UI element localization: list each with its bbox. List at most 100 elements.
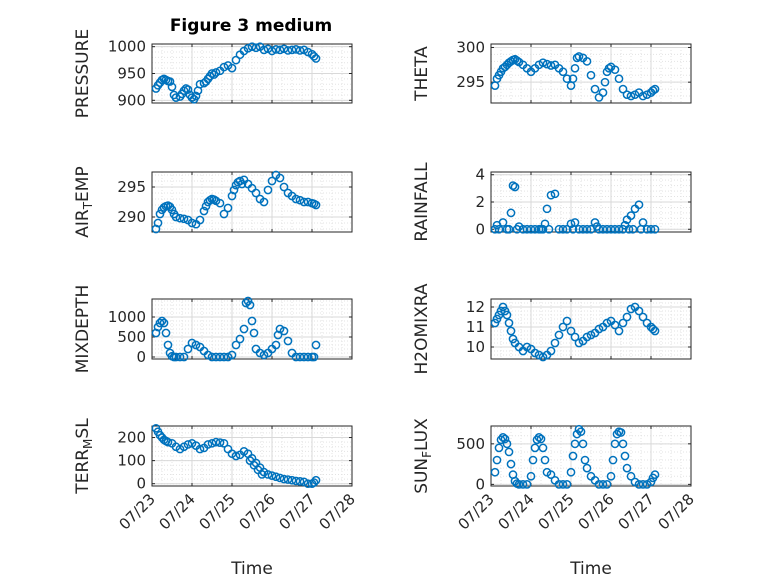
data-point (291, 352, 301, 362)
data-point (163, 437, 173, 447)
data-point (570, 63, 580, 73)
data-point (626, 471, 636, 481)
data-point (504, 318, 514, 328)
data-point (536, 224, 546, 234)
y-tick-label: 100 (117, 452, 146, 470)
data-point (568, 451, 578, 461)
data-point (546, 346, 556, 356)
data-point (602, 480, 612, 489)
data-point (618, 439, 628, 449)
y-tick-label: 11 (466, 318, 485, 336)
data-point (506, 326, 516, 336)
data-point (271, 45, 281, 54)
axes-box (151, 298, 353, 360)
x-tick-label: 07/25 (196, 490, 239, 533)
data-point (526, 224, 536, 234)
y-tick-label: 290 (117, 208, 146, 226)
data-point (620, 451, 630, 461)
data-point (622, 90, 632, 100)
data-point (303, 479, 313, 489)
data-point (602, 224, 612, 234)
y-tick-label: 1000 (108, 38, 146, 56)
data-point (283, 475, 293, 484)
data-point (570, 439, 580, 449)
subplot-pressure: 900 950 1000 PRESSURE (73, 29, 353, 118)
data-point (283, 336, 293, 346)
data-point (295, 46, 305, 55)
data-point (263, 470, 273, 479)
axes-box (490, 425, 692, 487)
data-point (155, 209, 165, 219)
data-point (187, 218, 197, 228)
data-point (502, 439, 512, 449)
data-point (614, 224, 624, 234)
data-point (311, 475, 321, 485)
data-point (171, 352, 181, 362)
y-tick-label: 900 (117, 91, 146, 109)
data-point (311, 340, 321, 350)
data-point (648, 86, 658, 95)
data-point (634, 306, 644, 316)
data-point (514, 480, 524, 489)
data-point (558, 322, 568, 332)
data-point (512, 56, 522, 66)
data-point (229, 185, 239, 195)
data-point (566, 326, 576, 336)
data-point (522, 224, 532, 234)
data-point (492, 220, 502, 230)
data-point (203, 440, 213, 449)
data-point (490, 467, 500, 477)
data-point (227, 63, 237, 73)
data-point (530, 443, 540, 453)
data-point (235, 334, 245, 344)
data-point (626, 211, 636, 220)
data-point (498, 433, 508, 442)
data-point (648, 324, 658, 334)
data-point (201, 201, 211, 211)
data-point (614, 74, 624, 84)
data-point (215, 438, 225, 447)
data-point (650, 470, 660, 479)
data-point (223, 203, 233, 213)
data-point (650, 84, 660, 94)
data-point (610, 320, 620, 330)
subplot-mixdepth: 0 500 1000 MIXDEPTH (73, 285, 353, 373)
data-point (153, 218, 163, 228)
axes-box (490, 298, 692, 360)
data-point (554, 224, 564, 234)
data-point (275, 45, 285, 55)
data-point (207, 438, 217, 448)
data-point (299, 477, 309, 487)
data-point (606, 471, 616, 481)
data-point (518, 480, 528, 489)
data-point (175, 213, 185, 223)
data-point (219, 209, 229, 219)
y-axis-label: PRESSURE (73, 29, 93, 118)
x-tick-label: 07/26 (236, 490, 279, 533)
data-point (540, 219, 550, 229)
data-point (299, 352, 309, 362)
data-point (303, 197, 313, 207)
data-point (251, 188, 261, 198)
data-point (590, 84, 600, 94)
data-point (243, 43, 253, 53)
data-point (271, 472, 281, 482)
data-point (279, 326, 289, 336)
x-tick-label: 07/26 (575, 490, 618, 533)
data-point (586, 70, 596, 80)
y-tick-label: 500 (117, 328, 146, 346)
data-point (550, 338, 560, 348)
data-point (299, 197, 309, 207)
data-point (195, 215, 205, 225)
data-point (245, 300, 255, 310)
data-point (219, 62, 229, 72)
data-point (267, 176, 277, 186)
data-point (562, 74, 572, 84)
y-tick-label: 295 (117, 178, 146, 196)
x-axis-label: Time (230, 559, 273, 579)
data-point (187, 93, 197, 102)
data-point (506, 208, 516, 218)
data-point (528, 455, 538, 465)
data-point (311, 54, 321, 63)
data-point (642, 224, 652, 234)
